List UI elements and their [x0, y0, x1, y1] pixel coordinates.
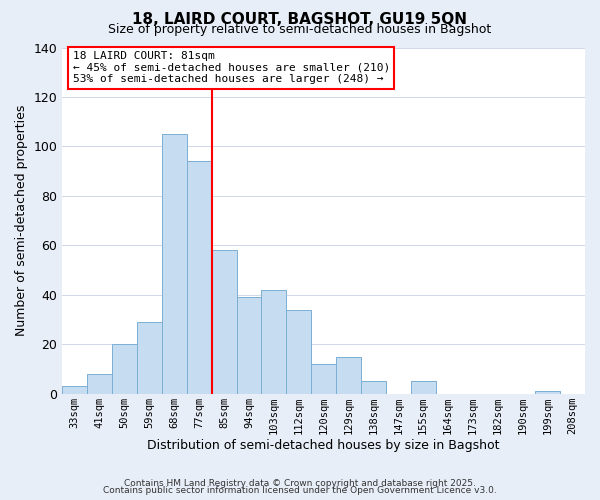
Bar [62, 386, 87, 394]
Bar [162, 134, 187, 394]
Bar [336, 356, 361, 394]
Bar [112, 344, 137, 394]
Text: Size of property relative to semi-detached houses in Bagshot: Size of property relative to semi-detach… [109, 22, 491, 36]
Bar [311, 364, 336, 394]
Bar [236, 297, 262, 394]
Text: 18, LAIRD COURT, BAGSHOT, GU19 5QN: 18, LAIRD COURT, BAGSHOT, GU19 5QN [133, 12, 467, 28]
Bar [411, 382, 436, 394]
Bar [286, 310, 311, 394]
Bar [187, 161, 212, 394]
Bar [361, 382, 386, 394]
X-axis label: Distribution of semi-detached houses by size in Bagshot: Distribution of semi-detached houses by … [148, 440, 500, 452]
Text: Contains HM Land Registry data © Crown copyright and database right 2025.: Contains HM Land Registry data © Crown c… [124, 478, 476, 488]
Bar [212, 250, 236, 394]
Text: 18 LAIRD COURT: 81sqm
← 45% of semi-detached houses are smaller (210)
53% of sem: 18 LAIRD COURT: 81sqm ← 45% of semi-deta… [73, 51, 390, 84]
Text: Contains public sector information licensed under the Open Government Licence v3: Contains public sector information licen… [103, 486, 497, 495]
Bar [87, 374, 112, 394]
Y-axis label: Number of semi-detached properties: Number of semi-detached properties [15, 105, 28, 336]
Bar [535, 391, 560, 394]
Bar [262, 290, 286, 394]
Bar [137, 322, 162, 394]
